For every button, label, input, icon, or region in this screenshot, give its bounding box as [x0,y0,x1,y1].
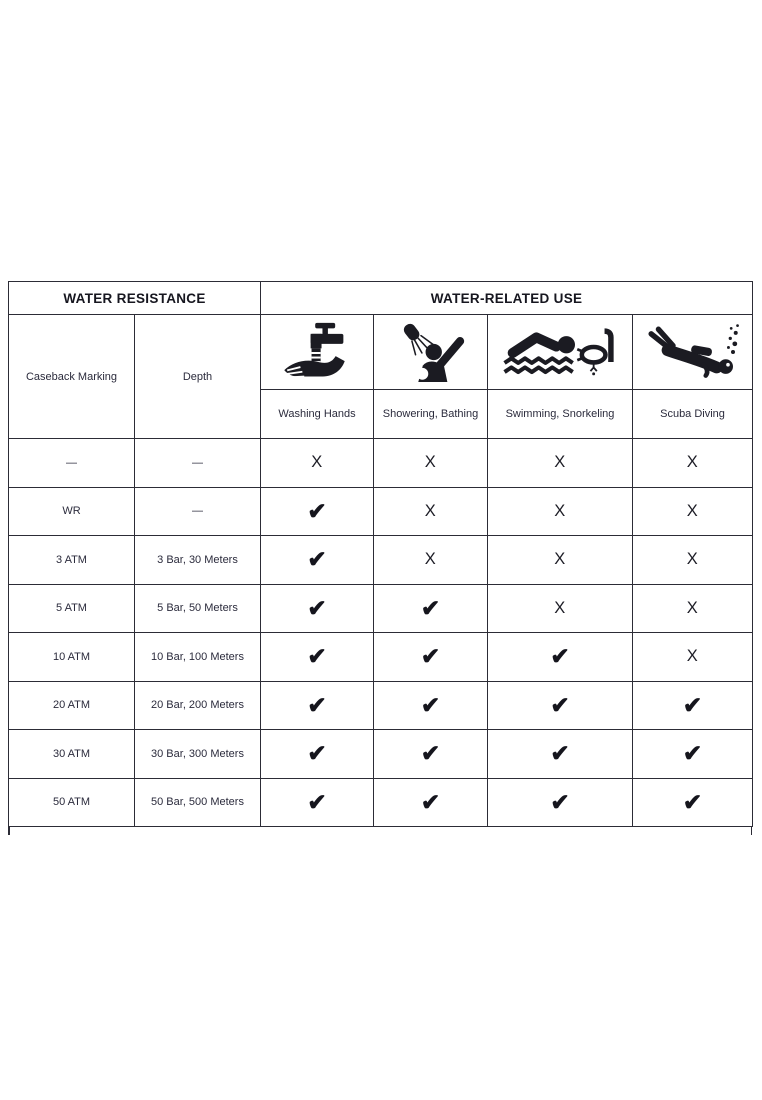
result-cell: X [631,583,754,633]
result-cell: X [487,486,633,536]
result-cell: X [487,535,633,585]
result-cell: ✔ [373,680,488,730]
caseback-marking-cell: 30 ATM [8,729,135,779]
result-cell: ✔ [631,729,754,779]
result-cell: ✔ [487,729,633,779]
depth-cell: 20 Bar, 200 Meters [134,680,261,730]
result-cell: X [373,438,488,488]
depth-cell: 50 Bar, 500 Meters [134,777,261,827]
faucet-hand-icon [284,322,345,379]
depth-cell: — [134,438,261,488]
scuba-diving-icon-cell [631,314,754,390]
table-row: 5 ATM 5 Bar, 50 Meters ✔ ✔ X X [8,583,754,633]
result-cell: ✔ [260,632,374,682]
depth-cell: — [134,486,261,536]
result-cell: ✔ [373,729,488,779]
showering-bathing-icon-cell [373,314,488,390]
result-cell: ✔ [373,583,488,633]
table-border-overhang-right [750,826,752,835]
washing-hands-icon-cell [260,314,374,390]
group-header-row: WATER RESISTANCE WATER-RELATED USE [8,281,754,315]
result-cell: ✔ [260,583,374,633]
caseback-marking-cell: 5 ATM [8,583,135,633]
table-row: 3 ATM 3 Bar, 30 Meters ✔ X X X [8,535,754,585]
result-cell: X [631,486,754,536]
table-row: WR — ✔ X X X [8,486,754,536]
shower-person-icon [403,323,464,382]
icon-header-row: Caseback Marking Depth [8,314,754,439]
swimmer-snorkel-mask-icon [503,328,614,376]
depth-cell: 3 Bar, 30 Meters [134,535,261,585]
depth-column-header: Depth [134,314,261,439]
water-resistance-header: WATER RESISTANCE [8,281,261,315]
result-cell: X [631,535,754,585]
table-row: 30 ATM 30 Bar, 300 Meters ✔ ✔ ✔ ✔ [8,729,754,779]
result-cell: ✔ [260,680,374,730]
result-cell: ✔ [260,777,374,827]
caseback-marking-cell: 3 ATM [8,535,135,585]
result-cell: ✔ [487,777,633,827]
table-row: 20 ATM 20 Bar, 200 Meters ✔ ✔ ✔ ✔ [8,680,754,730]
result-cell: X [487,583,633,633]
result-cell: ✔ [631,777,754,827]
use-label-washing-hands: Washing Hands [260,389,374,439]
depth-cell: 30 Bar, 300 Meters [134,729,261,779]
caseback-marking-cell: WR [8,486,135,536]
depth-cell: 10 Bar, 100 Meters [134,632,261,682]
water-resistance-table: WATER RESISTANCE WATER-RELATED USE Caseb… [8,281,754,827]
result-cell: ✔ [260,535,374,585]
caseback-marking-cell: — [8,438,135,488]
water-related-use-header: WATER-RELATED USE [259,281,754,315]
use-label-row: Washing Hands Showering, Bathing Swimmin… [9,389,754,439]
use-label-scuba-diving: Scuba Diving [631,389,754,439]
table-row: 10 ATM 10 Bar, 100 Meters ✔ ✔ ✔ X [8,632,754,682]
result-cell: X [373,486,488,536]
use-label-showering-bathing: Showering, Bathing [373,389,488,439]
table-border-overhang-left [8,826,10,835]
result-cell: ✔ [260,729,374,779]
result-cell: X [487,438,633,488]
result-cell: X [631,632,754,682]
caseback-marking-cell: 20 ATM [8,680,135,730]
scuba-diver-icon [647,324,739,378]
result-cell: X [373,535,488,585]
use-label-swimming-snorkeling: Swimming, Snorkeling [487,389,633,439]
result-cell: X [260,438,374,488]
result-cell: ✔ [487,680,633,730]
caseback-marking-column-header: Caseback Marking [8,314,135,439]
caseback-marking-cell: 10 ATM [8,632,135,682]
table-row: — — X X X X [8,438,754,488]
depth-cell: 5 Bar, 50 Meters [134,583,261,633]
caseback-marking-cell: 50 ATM [8,777,135,827]
result-cell: ✔ [631,680,754,730]
result-cell: X [631,438,754,488]
result-cell: ✔ [487,632,633,682]
swimming-snorkeling-icon-cell [487,314,633,390]
table-row: 50 ATM 50 Bar, 500 Meters ✔ ✔ ✔ ✔ [8,777,754,827]
result-cell: ✔ [260,486,374,536]
result-cell: ✔ [373,632,488,682]
result-cell: ✔ [373,777,488,827]
